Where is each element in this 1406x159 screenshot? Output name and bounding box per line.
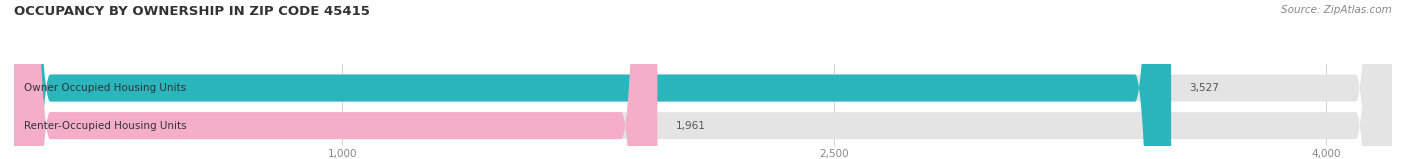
- FancyBboxPatch shape: [14, 0, 658, 159]
- Text: Renter-Occupied Housing Units: Renter-Occupied Housing Units: [24, 121, 187, 131]
- FancyBboxPatch shape: [14, 0, 1171, 159]
- FancyBboxPatch shape: [14, 0, 1392, 159]
- Text: OCCUPANCY BY OWNERSHIP IN ZIP CODE 45415: OCCUPANCY BY OWNERSHIP IN ZIP CODE 45415: [14, 5, 370, 18]
- Text: 1,961: 1,961: [675, 121, 706, 131]
- FancyBboxPatch shape: [14, 0, 1392, 159]
- Text: 3,527: 3,527: [1189, 83, 1219, 93]
- Text: Source: ZipAtlas.com: Source: ZipAtlas.com: [1281, 5, 1392, 15]
- Text: Owner Occupied Housing Units: Owner Occupied Housing Units: [24, 83, 186, 93]
